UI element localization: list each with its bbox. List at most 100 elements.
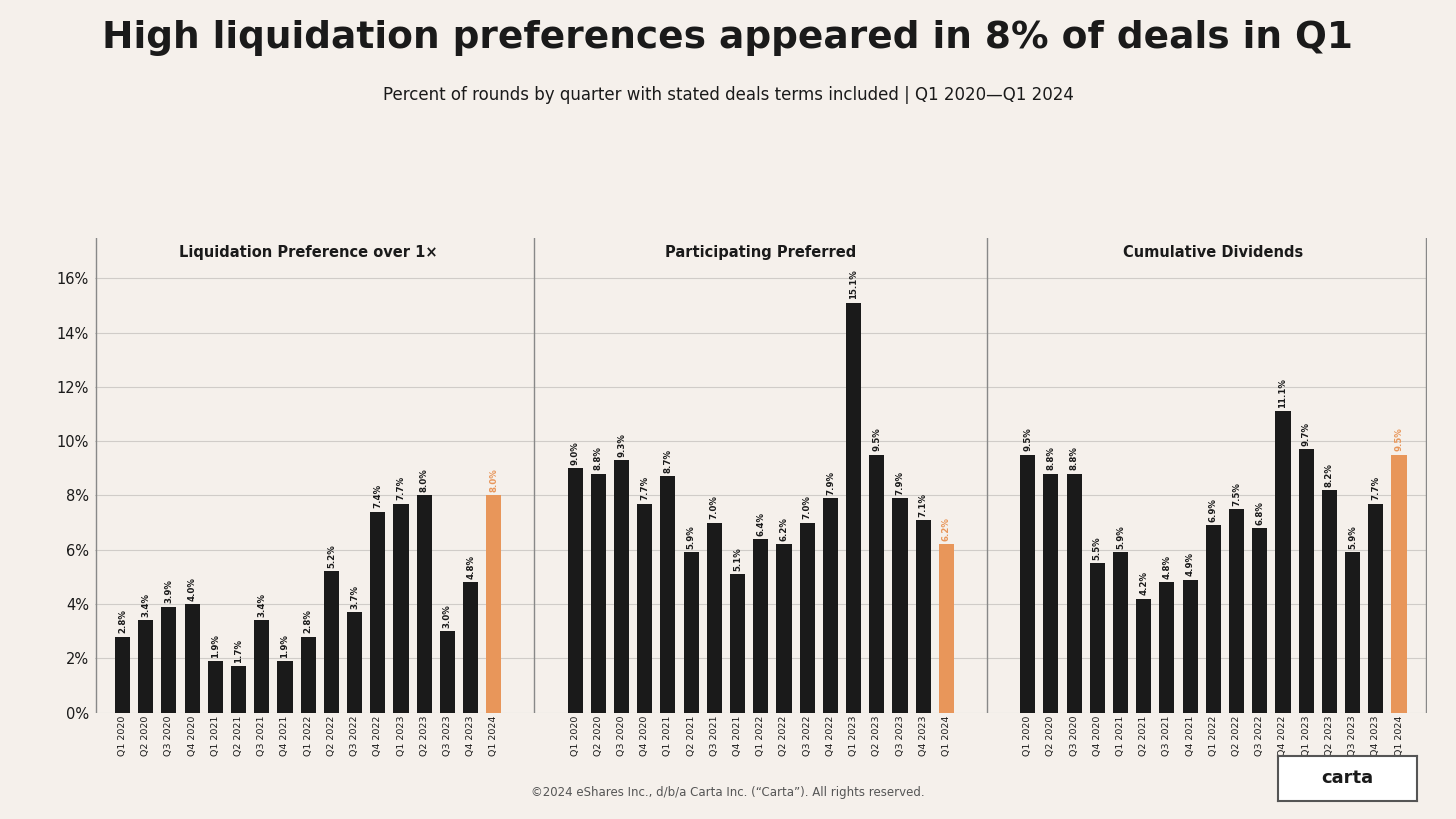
Text: 3.4%: 3.4% bbox=[258, 593, 266, 617]
Bar bbox=[869, 455, 884, 713]
Bar bbox=[208, 661, 223, 713]
Text: carta: carta bbox=[1322, 770, 1373, 787]
Bar bbox=[486, 495, 501, 713]
Text: ©2024 eShares Inc., d/b/a Carta Inc. (“Carta”). All rights reserved.: ©2024 eShares Inc., d/b/a Carta Inc. (“C… bbox=[531, 785, 925, 799]
Text: 1.9%: 1.9% bbox=[211, 634, 220, 658]
Text: 3.4%: 3.4% bbox=[141, 593, 150, 617]
Text: 3.9%: 3.9% bbox=[165, 580, 173, 604]
Bar bbox=[1345, 552, 1360, 713]
Text: 6.9%: 6.9% bbox=[1208, 498, 1217, 522]
Text: High liquidation preferences appeared in 8% of deals in Q1: High liquidation preferences appeared in… bbox=[102, 20, 1354, 57]
Bar bbox=[278, 661, 293, 713]
Bar bbox=[591, 473, 606, 713]
Bar bbox=[1322, 490, 1337, 713]
Bar bbox=[1044, 473, 1059, 713]
Bar bbox=[638, 504, 652, 713]
Text: 8.2%: 8.2% bbox=[1325, 463, 1334, 486]
Bar bbox=[706, 523, 722, 713]
Text: Participating Preferred: Participating Preferred bbox=[665, 245, 856, 260]
Bar bbox=[683, 552, 699, 713]
Bar bbox=[347, 612, 363, 713]
Text: 5.9%: 5.9% bbox=[687, 525, 696, 549]
Text: 8.7%: 8.7% bbox=[664, 449, 673, 473]
Text: 7.7%: 7.7% bbox=[396, 476, 406, 500]
Text: 3.7%: 3.7% bbox=[349, 585, 360, 609]
Bar bbox=[370, 512, 386, 713]
Text: 7.5%: 7.5% bbox=[1232, 482, 1241, 505]
Bar bbox=[753, 539, 769, 713]
Text: 1.9%: 1.9% bbox=[281, 634, 290, 658]
Text: 6.4%: 6.4% bbox=[756, 512, 766, 536]
Text: 4.8%: 4.8% bbox=[466, 555, 475, 579]
Bar bbox=[1392, 455, 1406, 713]
Text: 6.2%: 6.2% bbox=[779, 517, 789, 541]
Text: Liquidation Preference over 1×: Liquidation Preference over 1× bbox=[179, 245, 437, 260]
Bar bbox=[1182, 580, 1198, 713]
Bar bbox=[185, 604, 199, 713]
Bar bbox=[846, 303, 860, 713]
Bar bbox=[162, 607, 176, 713]
Bar bbox=[323, 572, 339, 713]
Text: 5.2%: 5.2% bbox=[328, 545, 336, 568]
Bar bbox=[729, 574, 745, 713]
Text: 2.8%: 2.8% bbox=[304, 609, 313, 633]
Bar bbox=[568, 468, 582, 713]
Bar bbox=[1112, 552, 1128, 713]
Text: 7.7%: 7.7% bbox=[641, 476, 649, 500]
Bar bbox=[1229, 509, 1243, 713]
Bar bbox=[1299, 450, 1313, 713]
Bar bbox=[661, 477, 676, 713]
Text: 9.5%: 9.5% bbox=[1024, 428, 1032, 451]
Bar bbox=[1089, 563, 1105, 713]
Text: 2.8%: 2.8% bbox=[118, 609, 127, 633]
Text: 7.4%: 7.4% bbox=[373, 484, 383, 509]
Text: 3.0%: 3.0% bbox=[443, 604, 451, 628]
Text: 9.5%: 9.5% bbox=[1395, 428, 1404, 451]
Text: 8.8%: 8.8% bbox=[1047, 446, 1056, 470]
Bar bbox=[1206, 525, 1222, 713]
Text: 9.7%: 9.7% bbox=[1302, 422, 1310, 446]
Bar bbox=[138, 620, 153, 713]
Bar bbox=[440, 631, 454, 713]
Text: 4.8%: 4.8% bbox=[1162, 555, 1172, 579]
Text: 9.0%: 9.0% bbox=[571, 441, 579, 465]
Text: Percent of rounds by quarter with stated deals terms included | Q1 2020—Q1 2024: Percent of rounds by quarter with stated… bbox=[383, 86, 1073, 104]
Bar bbox=[1021, 455, 1035, 713]
Text: Cumulative Dividends: Cumulative Dividends bbox=[1123, 245, 1303, 260]
Bar bbox=[799, 523, 815, 713]
Text: 7.9%: 7.9% bbox=[826, 471, 834, 495]
Text: 6.8%: 6.8% bbox=[1255, 501, 1264, 525]
Text: 7.0%: 7.0% bbox=[711, 495, 719, 519]
Text: 5.5%: 5.5% bbox=[1093, 536, 1102, 560]
Text: 6.2%: 6.2% bbox=[942, 517, 951, 541]
Bar bbox=[115, 636, 130, 713]
Text: 8.8%: 8.8% bbox=[1070, 446, 1079, 470]
Text: 7.0%: 7.0% bbox=[802, 495, 811, 519]
Bar bbox=[393, 504, 409, 713]
Text: 9.5%: 9.5% bbox=[872, 428, 881, 451]
Text: 8.8%: 8.8% bbox=[594, 446, 603, 470]
Bar bbox=[939, 545, 954, 713]
Bar bbox=[255, 620, 269, 713]
Text: 4.2%: 4.2% bbox=[1139, 572, 1149, 595]
Text: 15.1%: 15.1% bbox=[849, 269, 858, 300]
Text: 5.9%: 5.9% bbox=[1348, 525, 1357, 549]
Text: 4.0%: 4.0% bbox=[188, 577, 197, 600]
Bar bbox=[1369, 504, 1383, 713]
Text: 7.9%: 7.9% bbox=[895, 471, 904, 495]
Bar bbox=[1136, 599, 1152, 713]
Text: 9.3%: 9.3% bbox=[617, 433, 626, 457]
Bar bbox=[823, 498, 839, 713]
Text: 8.0%: 8.0% bbox=[419, 468, 428, 492]
Bar bbox=[776, 545, 792, 713]
Text: 5.9%: 5.9% bbox=[1115, 525, 1125, 549]
Text: 7.1%: 7.1% bbox=[919, 492, 927, 517]
Bar bbox=[232, 667, 246, 713]
Bar bbox=[1159, 582, 1175, 713]
Bar bbox=[893, 498, 907, 713]
Bar bbox=[1252, 528, 1267, 713]
Text: 4.9%: 4.9% bbox=[1185, 552, 1194, 577]
Bar bbox=[916, 520, 930, 713]
Bar bbox=[416, 495, 432, 713]
Text: 5.1%: 5.1% bbox=[732, 547, 743, 571]
